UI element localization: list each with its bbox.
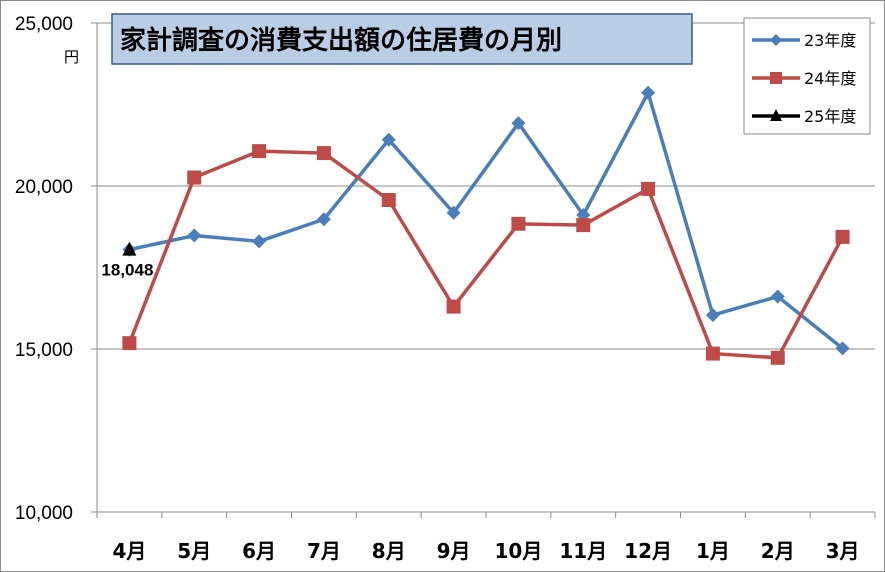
series-1-point xyxy=(705,308,720,323)
series-1-line xyxy=(129,91,844,350)
series-2-point xyxy=(252,144,267,159)
series-2-point xyxy=(705,346,720,361)
y-tick-label: 25,000 xyxy=(15,14,73,35)
legend-swatch-marker xyxy=(770,34,782,46)
x-tick-label: 9月 xyxy=(437,539,471,563)
series-1-point xyxy=(446,205,461,220)
x-tick-label: 10月 xyxy=(494,539,542,563)
data-label: 18,048 xyxy=(101,261,153,280)
x-tick-label: 1月 xyxy=(696,539,730,563)
series-2-point xyxy=(835,229,850,244)
series-2-point xyxy=(641,181,656,196)
data-labels: 18,048 xyxy=(101,261,153,280)
y-tick-label: 20,000 xyxy=(15,177,73,198)
chart-title: 家計調査の消費支出額の住居費の月別 xyxy=(111,13,693,65)
x-tick-label: 8月 xyxy=(372,539,406,563)
legend-swatch-marker xyxy=(770,72,782,84)
series-1-point xyxy=(835,341,850,356)
x-tick-label: 5月 xyxy=(177,539,211,563)
y-tick-label: 10,000 xyxy=(15,503,73,524)
series-1-point xyxy=(641,85,656,100)
x-tick-label: 12月 xyxy=(624,539,672,563)
chart-title-box xyxy=(111,13,693,65)
legend-swatch-marker xyxy=(770,109,782,121)
legend: 23年度 24年度 25年度 xyxy=(743,17,871,135)
axes: 10,000 15,000 20,000 25,000 4月 5月 6月 7月 8月 9月 10月 1… xyxy=(15,14,876,563)
x-tick-label: 11月 xyxy=(559,539,607,563)
series-2-point xyxy=(446,299,461,314)
series-layer xyxy=(122,85,850,365)
series-2-point xyxy=(381,193,396,208)
series-2-line xyxy=(127,149,845,360)
y-axis-unit: 円 xyxy=(64,48,79,66)
series-2-point xyxy=(770,350,785,365)
legend-label: 23年度 xyxy=(804,31,856,50)
x-tick-label: 6月 xyxy=(242,539,276,563)
legend-label: 24年度 xyxy=(804,69,856,88)
series-1-point xyxy=(187,228,202,243)
series-1-point xyxy=(770,289,785,304)
series-2-point xyxy=(511,216,526,231)
series-1-point xyxy=(381,132,396,147)
series-2-point xyxy=(122,336,137,351)
series-1-point xyxy=(252,234,267,249)
legend-label: 25年度 xyxy=(804,107,856,126)
x-tick-label: 3月 xyxy=(826,539,860,563)
series-3-point xyxy=(122,241,137,256)
chart-title-text: 家計調査の消費支出額の住居費の月別 xyxy=(120,25,562,56)
x-tick-label: 2月 xyxy=(761,539,795,563)
series-1-point xyxy=(511,116,526,131)
series-2-point xyxy=(187,170,202,185)
series-2-point xyxy=(316,146,331,161)
x-tick-label: 7月 xyxy=(307,539,341,563)
x-tick-label: 4月 xyxy=(112,539,146,563)
series-2-point xyxy=(576,218,591,233)
y-tick-label: 15,000 xyxy=(15,340,73,361)
series-1-point xyxy=(316,212,331,227)
